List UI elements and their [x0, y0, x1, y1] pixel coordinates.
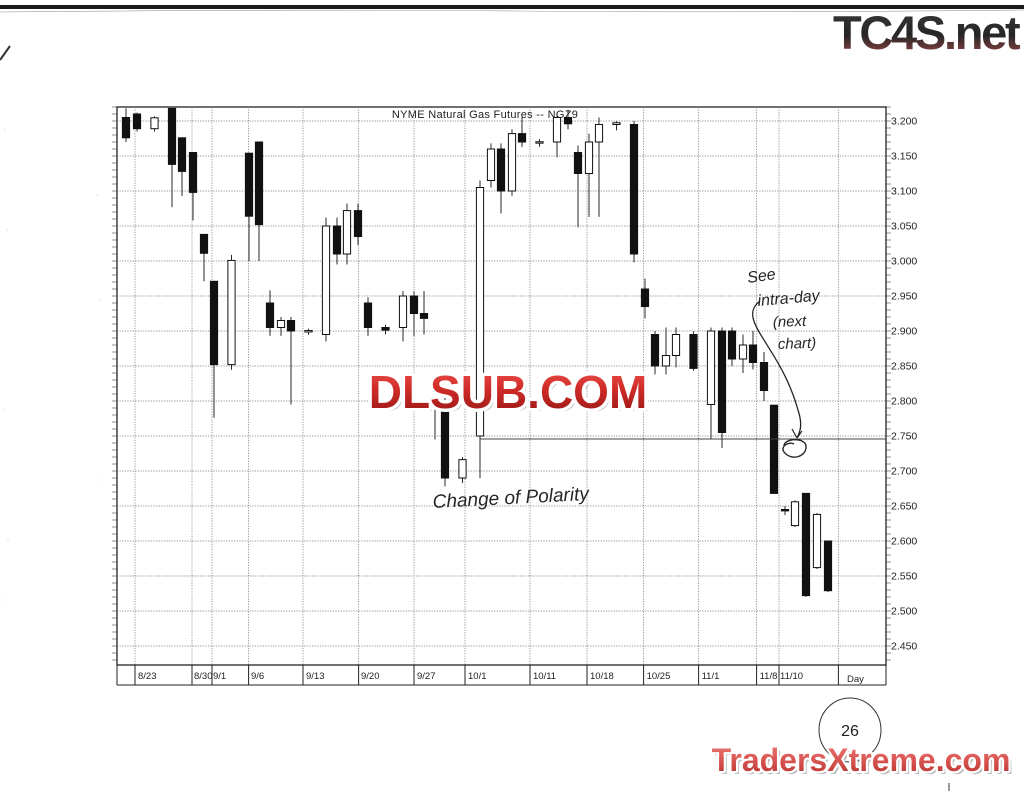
svg-text:3.100: 3.100	[891, 186, 917, 198]
svg-text:9/20: 9/20	[361, 671, 380, 682]
svg-text:11/10: 11/10	[780, 671, 803, 682]
svg-text:9/1: 9/1	[213, 671, 226, 682]
svg-text:11/1: 11/1	[702, 671, 720, 682]
svg-text:2.500: 2.500	[891, 606, 917, 618]
svg-text:10/1: 10/1	[468, 671, 487, 682]
svg-text:2.750: 2.750	[891, 431, 917, 443]
svg-text:2.800: 2.800	[891, 396, 917, 408]
svg-text:(next: (next	[773, 313, 808, 331]
svg-text:3.200: 3.200	[891, 116, 917, 128]
svg-text:11/8: 11/8	[760, 671, 778, 682]
svg-text:TC4S.net: TC4S.net	[833, 6, 1021, 59]
svg-text:8/30: 8/30	[194, 671, 213, 682]
svg-text:2.600: 2.600	[891, 536, 917, 548]
svg-text:2.650: 2.650	[891, 501, 917, 513]
svg-text:2.900: 2.900	[891, 326, 917, 338]
svg-text:10/11: 10/11	[533, 671, 556, 682]
svg-text:8/23: 8/23	[138, 671, 157, 682]
svg-text:3.150: 3.150	[891, 151, 917, 163]
svg-text:chart): chart)	[778, 335, 817, 353]
svg-text:9/6: 9/6	[251, 671, 264, 682]
svg-text:TradersXtreme.com: TradersXtreme.com	[712, 742, 1011, 778]
svg-text:9/13: 9/13	[306, 671, 325, 682]
svg-text:9/27: 9/27	[417, 671, 436, 682]
svg-text:10/18: 10/18	[590, 671, 614, 682]
svg-text:2.550: 2.550	[891, 571, 917, 583]
svg-text:2.700: 2.700	[891, 466, 917, 478]
svg-text:10/25: 10/25	[647, 671, 671, 682]
svg-text:26: 26	[841, 723, 859, 740]
svg-text:3.000: 3.000	[891, 256, 917, 268]
svg-text:DLSUB.COM: DLSUB.COM	[369, 366, 648, 418]
svg-text:NYME Natural Gas Futures -- NG: NYME Natural Gas Futures -- NGZ9	[392, 109, 578, 121]
svg-text:2.850: 2.850	[891, 361, 917, 373]
svg-text:Day: Day	[847, 674, 864, 685]
svg-text:2.450: 2.450	[891, 641, 917, 653]
svg-text:3.050: 3.050	[891, 221, 917, 233]
svg-text:2.950: 2.950	[891, 291, 917, 303]
